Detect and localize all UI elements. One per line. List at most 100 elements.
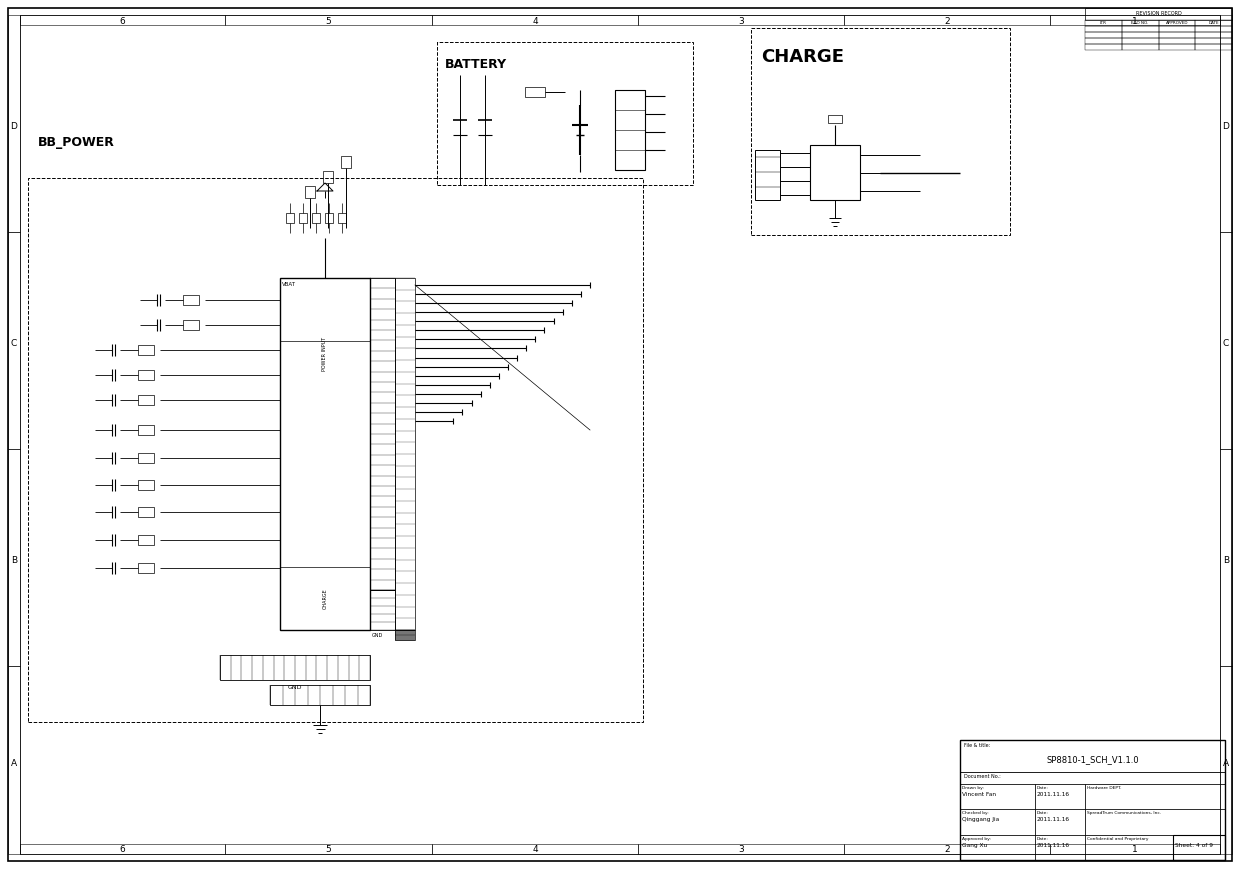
Text: Document No.:: Document No.: (963, 774, 1001, 779)
Bar (1122, 20, 1158, 26)
Bar (20, 844, 224, 854)
Bar (138, 370, 154, 380)
Bar (370, 278, 396, 590)
Bar (1158, 20, 1195, 26)
Bar (1122, 44, 1158, 50)
Text: C: C (1223, 339, 1229, 348)
Bar (138, 563, 154, 573)
Bar (341, 156, 351, 168)
Bar (1035, 784, 1085, 809)
Text: 1: 1 (1132, 17, 1138, 25)
Bar (1195, 26, 1233, 32)
Bar (339, 213, 346, 223)
Bar (138, 453, 154, 463)
Bar (1085, 834, 1225, 860)
Bar (639, 844, 844, 854)
Bar (1158, 38, 1195, 44)
Bar (1195, 32, 1233, 38)
Text: B: B (1223, 556, 1229, 565)
Bar (138, 425, 154, 435)
Text: A: A (1223, 759, 1229, 767)
Text: D: D (1223, 122, 1229, 131)
Bar (224, 844, 432, 854)
Bar (312, 213, 320, 223)
Bar (7, 232, 20, 449)
Text: 5: 5 (326, 846, 331, 854)
Bar (325, 213, 334, 223)
Bar (1085, 20, 1122, 26)
Bar (755, 150, 780, 200)
Bar (1195, 44, 1233, 50)
Bar (29, 178, 644, 722)
Text: Hardware DEPT.: Hardware DEPT. (1087, 786, 1121, 790)
Bar (1122, 26, 1158, 32)
Text: 6: 6 (119, 846, 125, 854)
Bar (322, 171, 334, 183)
Text: 5: 5 (326, 17, 331, 25)
Text: ECO NO.: ECO NO. (1131, 21, 1148, 25)
Text: CHARGE: CHARGE (322, 588, 327, 608)
Text: 2011.11.16: 2011.11.16 (1037, 843, 1070, 847)
Bar (960, 834, 1035, 860)
Text: Sheet: 4 of 9: Sheet: 4 of 9 (1176, 843, 1213, 847)
Bar (436, 42, 693, 185)
Text: REVISION RECORD: REVISION RECORD (1136, 11, 1182, 16)
Bar (138, 480, 154, 490)
Bar (1195, 20, 1233, 26)
Text: BATTERY: BATTERY (445, 58, 507, 71)
Bar (396, 630, 415, 640)
Text: C: C (11, 339, 17, 348)
Text: GND: GND (288, 685, 303, 690)
Text: B: B (11, 556, 17, 565)
Bar (960, 784, 1035, 809)
Bar (280, 278, 370, 630)
Text: Date:: Date: (1037, 837, 1049, 840)
Text: Drawn by:: Drawn by: (962, 786, 983, 790)
Text: 4: 4 (532, 846, 538, 854)
Text: Vincent Fan: Vincent Fan (962, 792, 996, 797)
Bar (828, 115, 842, 123)
Bar (138, 395, 154, 405)
Text: Confidential and Proprietary: Confidential and Proprietary (1087, 837, 1148, 840)
Text: 1: 1 (1132, 846, 1138, 854)
Text: Date:: Date: (1037, 786, 1049, 790)
Bar (138, 535, 154, 545)
Bar (370, 590, 396, 630)
Bar (810, 145, 861, 200)
Bar (844, 15, 1050, 25)
Text: GND: GND (372, 633, 383, 638)
Text: APPROVED: APPROVED (1166, 21, 1188, 25)
Text: 2011.11.16: 2011.11.16 (1037, 792, 1070, 797)
Bar (432, 15, 639, 25)
Bar (1220, 15, 1233, 232)
Bar (305, 186, 315, 198)
Bar (20, 15, 224, 25)
Text: Date:: Date: (1037, 812, 1049, 815)
Bar (615, 90, 645, 170)
Text: 2: 2 (944, 846, 950, 854)
Bar (1220, 232, 1233, 449)
Text: VBAT: VBAT (281, 282, 296, 287)
Bar (1085, 38, 1122, 44)
Bar (219, 655, 370, 680)
Text: LTR: LTR (1100, 21, 1107, 25)
Bar (7, 449, 20, 666)
Bar (1122, 32, 1158, 38)
Text: D: D (11, 122, 17, 131)
Bar (1085, 8, 1233, 20)
Text: Qinggang Jia: Qinggang Jia (962, 818, 999, 822)
Text: DATE: DATE (1208, 21, 1219, 25)
Bar (184, 295, 198, 305)
Bar (270, 685, 370, 705)
Bar (1122, 38, 1158, 44)
Bar (751, 28, 1011, 235)
Text: CHARGE: CHARGE (761, 48, 844, 66)
Bar (1085, 784, 1225, 809)
Bar (224, 15, 432, 25)
Bar (844, 844, 1050, 854)
Text: SpreadTrum Communications, Inc.: SpreadTrum Communications, Inc. (1087, 812, 1161, 815)
Bar (7, 666, 20, 854)
Text: 2: 2 (944, 17, 950, 25)
Bar (1050, 844, 1220, 854)
Bar (1220, 666, 1233, 854)
